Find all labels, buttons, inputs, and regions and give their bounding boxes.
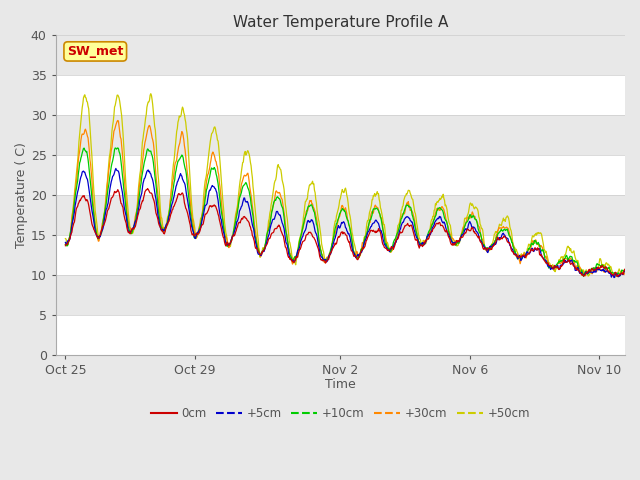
Bar (56, 115, 625, 155)
Y-axis label: Temperature ( C): Temperature ( C) (15, 142, 28, 248)
Bar (56, 315, 625, 355)
Legend: 0cm, +5cm, +10cm, +30cm, +50cm: 0cm, +5cm, +10cm, +30cm, +50cm (146, 402, 534, 425)
Bar (56, 235, 625, 275)
X-axis label: Time: Time (325, 378, 356, 391)
Bar (56, 195, 625, 235)
Title: Water Temperature Profile A: Water Temperature Profile A (233, 15, 448, 30)
Bar (56, 36, 625, 75)
Text: SW_met: SW_met (67, 45, 124, 58)
Bar (56, 155, 625, 195)
Bar (56, 75, 625, 115)
Bar (56, 275, 625, 315)
